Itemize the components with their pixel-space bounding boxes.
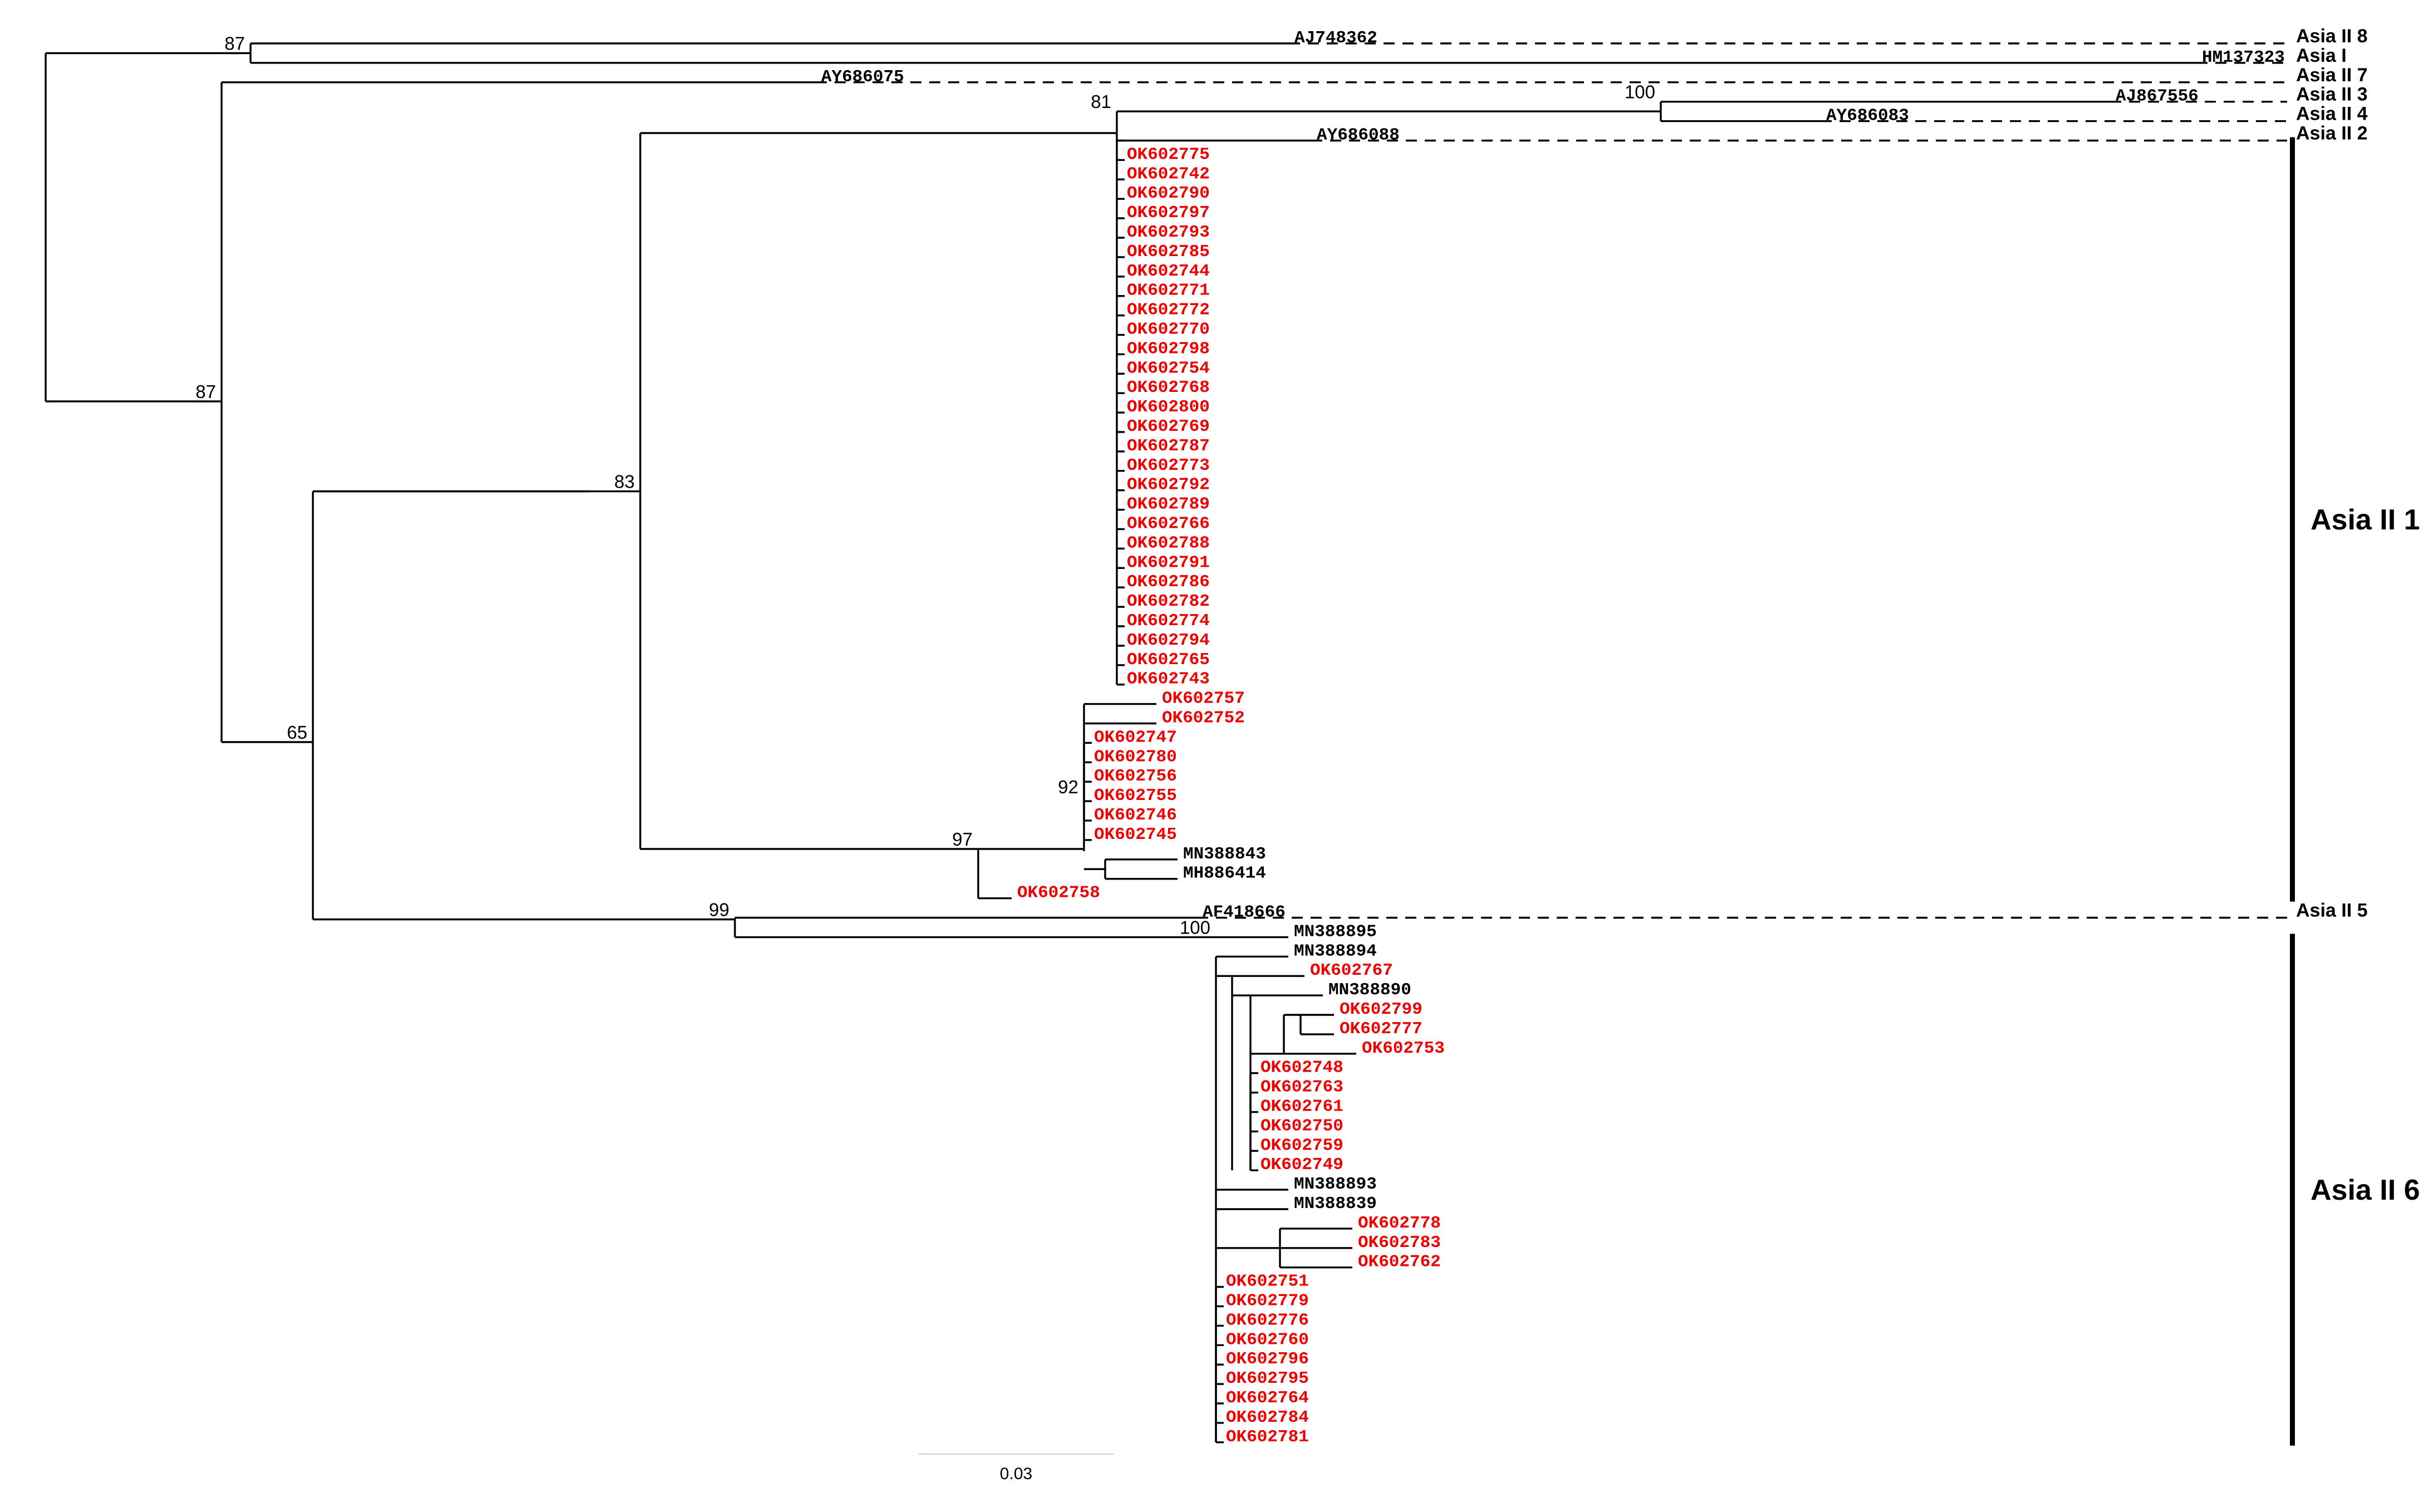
svg-text:OK602781: OK602781 — [1226, 1427, 1309, 1447]
svg-text:OK602795: OK602795 — [1226, 1369, 1309, 1388]
svg-text:OK602793: OK602793 — [1127, 223, 1210, 242]
svg-text:OK602786: OK602786 — [1127, 572, 1210, 592]
svg-text:OK602790: OK602790 — [1127, 184, 1210, 203]
svg-text:AJ748362: AJ748362 — [1294, 28, 1377, 48]
svg-text:Asia II 8: Asia II 8 — [2296, 26, 2368, 47]
svg-text:OK602766: OK602766 — [1127, 514, 1210, 534]
svg-text:OK602770: OK602770 — [1127, 320, 1210, 340]
svg-text:OK602792: OK602792 — [1127, 475, 1210, 495]
svg-text:OK602778: OK602778 — [1358, 1214, 1441, 1233]
svg-text:OK602782: OK602782 — [1127, 592, 1210, 611]
svg-text:AY686088: AY686088 — [1317, 126, 1400, 145]
svg-text:OK602760: OK602760 — [1226, 1330, 1309, 1349]
svg-text:83: 83 — [614, 472, 635, 492]
svg-text:Asia II 2: Asia II 2 — [2296, 123, 2368, 144]
svg-text:OK602759: OK602759 — [1260, 1136, 1343, 1155]
svg-text:MH886414: MH886414 — [1183, 864, 1266, 883]
svg-text:OK602745: OK602745 — [1094, 825, 1177, 845]
svg-text:OK602791: OK602791 — [1127, 553, 1210, 572]
svg-text:MN388894: MN388894 — [1294, 941, 1377, 961]
svg-text:OK602773: OK602773 — [1127, 456, 1210, 475]
svg-text:OK602774: OK602774 — [1127, 611, 1210, 631]
svg-text:OK602742: OK602742 — [1127, 164, 1210, 184]
svg-text:Asia II 5: Asia II 5 — [2296, 900, 2368, 921]
svg-text:OK602769: OK602769 — [1127, 417, 1210, 436]
svg-text:OK602779: OK602779 — [1226, 1292, 1309, 1311]
svg-text:OK602787: OK602787 — [1127, 436, 1210, 456]
svg-text:OK602746: OK602746 — [1094, 806, 1177, 825]
svg-text:OK602751: OK602751 — [1226, 1272, 1309, 1292]
svg-text:OK602788: OK602788 — [1127, 533, 1210, 553]
svg-text:Asia I: Asia I — [2296, 45, 2347, 66]
svg-text:87: 87 — [224, 33, 245, 54]
svg-text:OK602800: OK602800 — [1127, 397, 1210, 417]
svg-text:AJ867556: AJ867556 — [2116, 87, 2199, 106]
svg-text:OK602775: OK602775 — [1127, 145, 1210, 164]
svg-text:MN388843: MN388843 — [1183, 845, 1266, 864]
svg-text:Asia II 1: Asia II 1 — [2311, 504, 2420, 536]
svg-text:97: 97 — [952, 829, 973, 850]
svg-text:OK602797: OK602797 — [1127, 203, 1210, 223]
svg-text:OK602749: OK602749 — [1260, 1155, 1343, 1175]
svg-text:OK602744: OK602744 — [1127, 262, 1210, 281]
svg-text:Asia II 4: Asia II 4 — [2296, 104, 2368, 125]
svg-text:81: 81 — [1091, 91, 1111, 112]
svg-text:Asia II 6: Asia II 6 — [2311, 1174, 2420, 1206]
svg-text:OK602765: OK602765 — [1127, 650, 1210, 670]
svg-text:OK602767: OK602767 — [1310, 961, 1393, 980]
svg-text:OK602757: OK602757 — [1162, 689, 1245, 709]
svg-text:MN388890: MN388890 — [1328, 980, 1411, 1000]
svg-text:AY686075: AY686075 — [821, 67, 904, 87]
svg-text:OK602754: OK602754 — [1127, 359, 1210, 378]
svg-text:OK602780: OK602780 — [1094, 747, 1177, 767]
svg-text:OK602771: OK602771 — [1127, 281, 1210, 301]
svg-text:OK602783: OK602783 — [1358, 1233, 1441, 1253]
svg-text:OK602762: OK602762 — [1358, 1253, 1441, 1272]
svg-text:OK602799: OK602799 — [1340, 1000, 1422, 1019]
svg-text:OK602750: OK602750 — [1260, 1116, 1343, 1136]
svg-text:OK602748: OK602748 — [1260, 1058, 1343, 1078]
svg-text:87: 87 — [195, 381, 216, 402]
svg-text:OK602784: OK602784 — [1226, 1408, 1309, 1427]
svg-text:AY686083: AY686083 — [1826, 106, 1909, 126]
svg-text:MN388895: MN388895 — [1294, 922, 1377, 941]
svg-text:Asia II 7: Asia II 7 — [2296, 65, 2368, 86]
svg-text:OK602794: OK602794 — [1127, 631, 1210, 650]
svg-text:OK602789: OK602789 — [1127, 495, 1210, 514]
svg-text:100: 100 — [1625, 82, 1655, 102]
svg-text:OK602761: OK602761 — [1260, 1097, 1343, 1117]
svg-text:OK602768: OK602768 — [1127, 378, 1210, 397]
svg-text:OK602743: OK602743 — [1127, 670, 1210, 689]
svg-text:OK602796: OK602796 — [1226, 1349, 1309, 1369]
svg-text:MN388839: MN388839 — [1294, 1194, 1377, 1214]
svg-text:OK602798: OK602798 — [1127, 339, 1210, 359]
svg-text:OK602753: OK602753 — [1362, 1039, 1445, 1058]
svg-text:OK602772: OK602772 — [1127, 301, 1210, 320]
svg-text:Asia II 3: Asia II 3 — [2296, 84, 2368, 105]
svg-text:OK602752: OK602752 — [1162, 709, 1245, 728]
svg-text:OK602758: OK602758 — [1017, 883, 1100, 903]
svg-text:OK602763: OK602763 — [1260, 1078, 1343, 1097]
svg-text:99: 99 — [709, 900, 729, 920]
svg-text:65: 65 — [287, 722, 307, 743]
svg-text:OK602756: OK602756 — [1094, 767, 1177, 786]
svg-text:OK602755: OK602755 — [1094, 786, 1177, 806]
svg-text:OK602764: OK602764 — [1226, 1388, 1309, 1408]
svg-text:AF418666: AF418666 — [1203, 903, 1286, 922]
svg-text:OK602776: OK602776 — [1226, 1310, 1309, 1330]
svg-text:0.03: 0.03 — [1000, 1465, 1032, 1483]
svg-text:OK602785: OK602785 — [1127, 242, 1210, 262]
svg-text:MN388893: MN388893 — [1294, 1175, 1377, 1194]
svg-text:92: 92 — [1058, 777, 1078, 797]
svg-text:OK602747: OK602747 — [1094, 728, 1177, 747]
svg-text:HM137323: HM137323 — [2202, 48, 2285, 67]
svg-text:OK602777: OK602777 — [1340, 1019, 1422, 1039]
